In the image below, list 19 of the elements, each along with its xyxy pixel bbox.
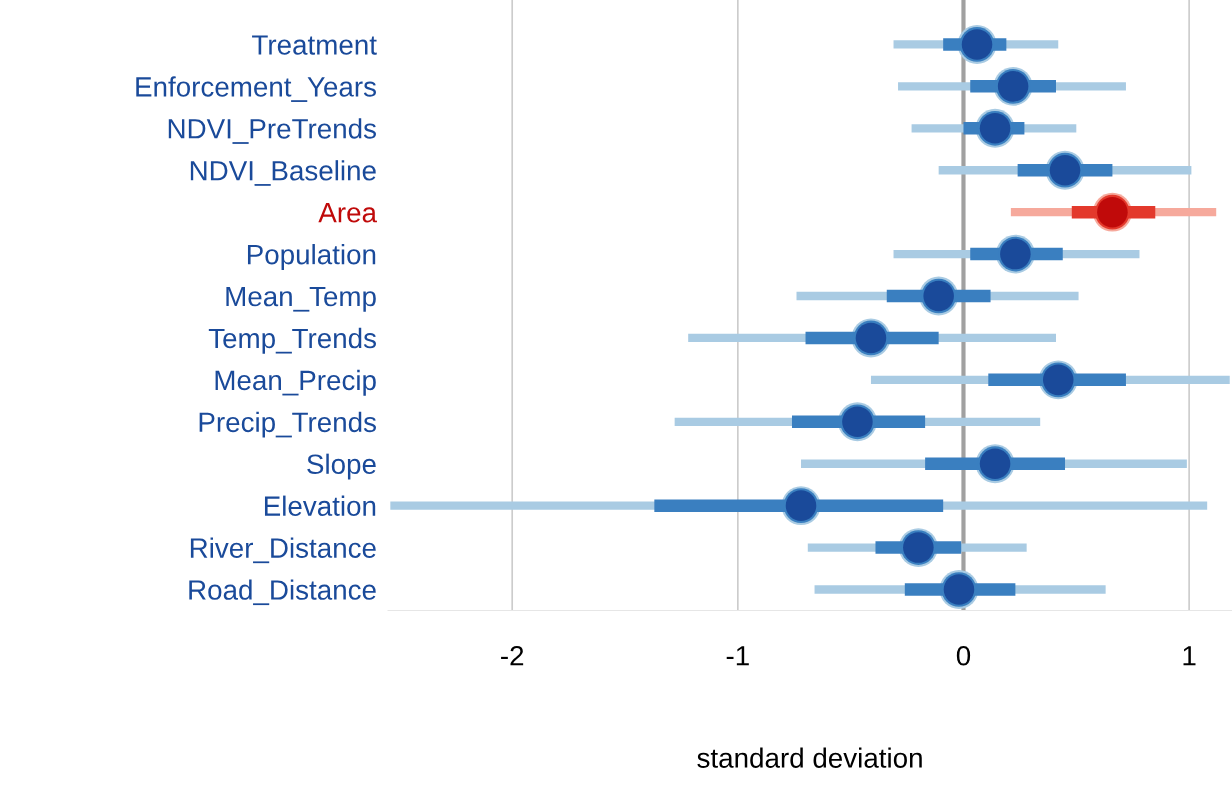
y-tick-label: NDVI_PreTrends: [168, 118, 376, 144]
x-tick-label: 0: [956, 645, 971, 666]
y-tick-label: River_Distance: [190, 537, 376, 564]
y-tick-label: Population: [247, 244, 376, 270]
x-tick-label: 1: [1183, 646, 1196, 666]
y-tick-label: Temp_Trends: [208, 327, 376, 354]
y-tick-label: Mean_Temp: [226, 286, 376, 312]
y-tick-label: Slope: [307, 453, 376, 480]
y-tick-label: Mean_Precip: [215, 369, 376, 396]
y-tick-label: Precip_Trends: [199, 411, 376, 438]
y-tick-label: Road_Distance: [189, 579, 376, 606]
x-tick-label: -2: [501, 645, 524, 666]
y-tick-label: Area: [318, 203, 377, 223]
x-tick-label: -1: [726, 646, 749, 666]
y-tick-label: Elevation: [264, 495, 376, 516]
y-tick-label: Treatment: [252, 35, 377, 55]
y-tick-label: Enforcement_Years: [136, 76, 376, 102]
y-tick-label: NDVI_Baseline: [190, 160, 376, 186]
x-axis-title: standard deviation: [697, 747, 922, 768]
